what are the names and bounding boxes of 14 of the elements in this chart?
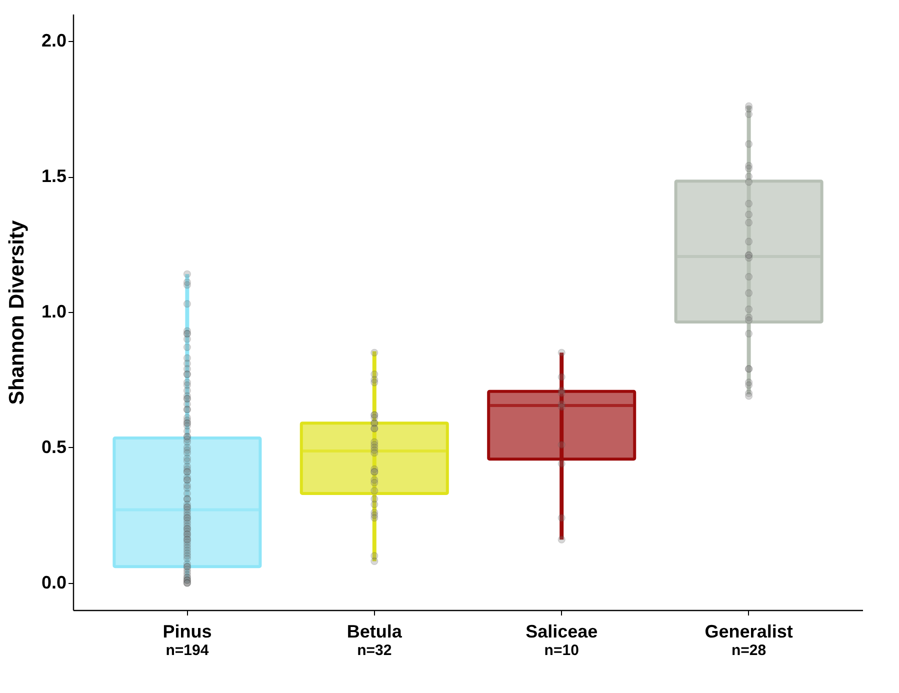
y-tick-label: 2.0 (41, 30, 66, 51)
y-axis-title: Shannon Diversity (5, 220, 28, 405)
x-tick-label: Generalist (704, 622, 793, 642)
text: n=10 (544, 642, 579, 659)
y-tick-label: 1.0 (41, 302, 66, 322)
x-tick-label: Betula (346, 622, 403, 642)
y-tick-label: 0.5 (41, 436, 66, 457)
y-tick-label: 0.0 (41, 572, 66, 592)
y-tick-label: 1.5 (41, 166, 66, 186)
text: n=194 (166, 642, 210, 659)
x-tick-label: Saliceae (526, 622, 598, 642)
x-tick-label: Pinus (162, 622, 212, 642)
text: n=32 (357, 642, 392, 659)
text: n=28 (732, 642, 766, 659)
